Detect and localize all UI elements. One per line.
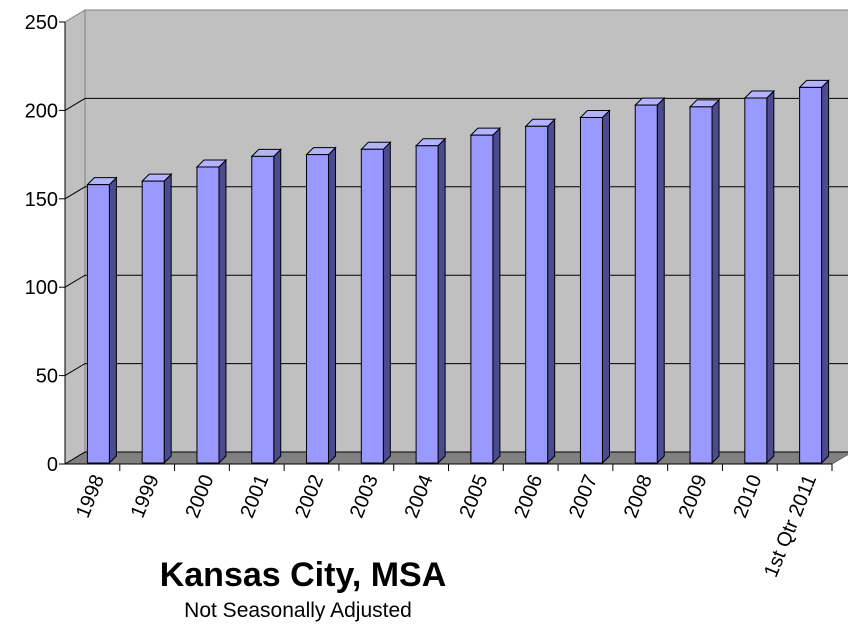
bar-side <box>492 126 501 465</box>
bar <box>469 126 502 465</box>
x-tick-label: 2003 <box>346 472 383 522</box>
x-tick-label: 1999 <box>127 472 164 522</box>
bar-front <box>744 97 768 464</box>
bar <box>743 89 776 465</box>
y-tick-label: 0 <box>47 454 58 476</box>
bar-side <box>273 148 282 465</box>
bar-front <box>470 134 494 464</box>
bar-side <box>382 141 391 465</box>
bar-side <box>601 109 610 465</box>
y-tick-label: 50 <box>36 366 58 388</box>
bar-side <box>821 79 830 465</box>
bar-front <box>251 155 275 464</box>
floor <box>63 451 848 465</box>
bar-side <box>656 96 665 465</box>
bar-front <box>141 180 165 464</box>
bar-side <box>163 172 172 465</box>
bar <box>140 172 173 465</box>
y-tick-label: 200 <box>25 100 58 122</box>
bar-front <box>415 145 439 464</box>
bar-side <box>711 98 720 465</box>
bar <box>798 79 830 465</box>
bar-front <box>306 154 330 464</box>
x-tick-label: 1st Qtr 2011 <box>760 472 821 581</box>
chart-title: Kansas City, MSA <box>160 556 447 594</box>
bar-front <box>634 104 658 464</box>
x-tick-label: 2007 <box>565 472 602 522</box>
bar <box>195 158 228 465</box>
bar <box>579 109 611 465</box>
x-tick-label: 2010 <box>729 472 766 522</box>
x-tick-label: 2004 <box>401 472 438 522</box>
bar <box>524 118 556 465</box>
chart-subtitle: Not Seasonally Adjusted <box>184 599 412 622</box>
bar-side <box>766 89 775 465</box>
bar-side <box>218 158 227 465</box>
bar-front <box>525 125 549 464</box>
bar <box>634 96 666 465</box>
bar-side <box>108 176 117 465</box>
x-tick-label: 2002 <box>291 472 328 522</box>
grid-line <box>64 97 848 111</box>
x-tick-label: 2009 <box>675 472 712 522</box>
bar-side <box>547 118 556 465</box>
bar <box>688 98 721 465</box>
side-wall <box>64 9 86 465</box>
bar <box>414 137 447 465</box>
bar-front <box>196 166 220 464</box>
bar <box>360 141 392 465</box>
x-tick-label: 2005 <box>455 472 492 522</box>
bar <box>86 176 118 465</box>
bar-front <box>579 116 603 464</box>
bar <box>250 148 282 465</box>
bar-front <box>360 148 384 464</box>
y-tick-label: 150 <box>25 189 58 211</box>
bar-side <box>437 137 446 465</box>
y-tick-label: 100 <box>25 277 58 299</box>
bar-front <box>86 184 110 464</box>
x-tick-label: 2000 <box>182 472 219 522</box>
plot-area: 0 50 100 150 200 250 1998 1999 2000 2001 2002 2003 2… <box>25 9 848 581</box>
bar-side <box>328 146 337 465</box>
bar <box>305 146 337 465</box>
x-tick-label: 1998 <box>72 472 109 522</box>
bar-front <box>689 106 713 464</box>
x-tick-label: 2006 <box>510 472 547 522</box>
x-tick-label: 2008 <box>620 472 657 522</box>
y-tick-label: 250 <box>25 12 58 34</box>
bar-front <box>799 86 823 464</box>
x-tick-label: 2001 <box>236 472 273 522</box>
